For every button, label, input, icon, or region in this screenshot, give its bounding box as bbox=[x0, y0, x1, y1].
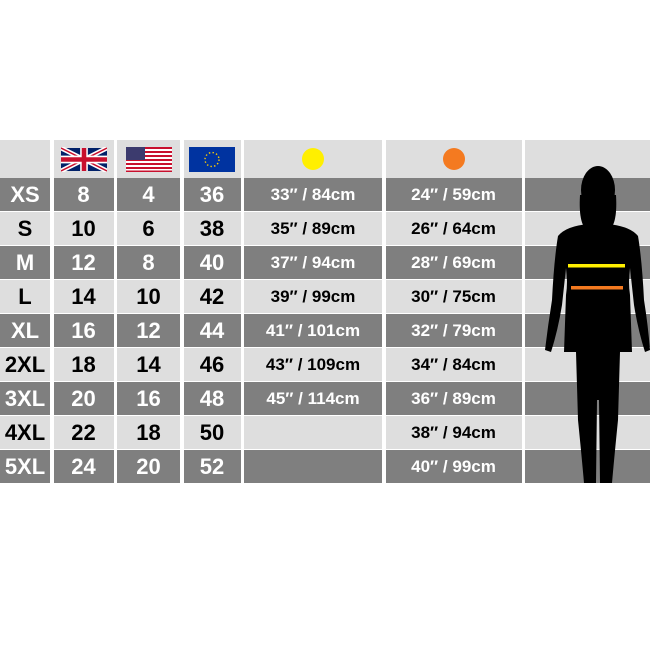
uk-flag-icon bbox=[60, 146, 107, 172]
cell-figure bbox=[525, 416, 650, 449]
cell-figure bbox=[525, 348, 650, 381]
cell-eu: 52 bbox=[183, 450, 241, 483]
cell-waist: 38″ / 94cm bbox=[385, 416, 522, 449]
cell-uk: 18 bbox=[53, 348, 114, 381]
cell-waist: 24″ / 59cm bbox=[385, 178, 522, 211]
cell-eu: 44 bbox=[183, 314, 241, 347]
cell-uk: 10 bbox=[53, 212, 114, 245]
cell-uk: 16 bbox=[53, 314, 114, 347]
cell-eu: 50 bbox=[183, 416, 241, 449]
cell-uk: 22 bbox=[53, 416, 114, 449]
cell-bust bbox=[244, 450, 382, 483]
cell-us: 16 bbox=[117, 382, 180, 415]
cell-size: 2XL bbox=[0, 348, 50, 381]
cell-us: 10 bbox=[117, 280, 180, 313]
cell-bust: 33″ / 84cm bbox=[244, 178, 382, 211]
cell-eu: 36 bbox=[183, 178, 241, 211]
cell-size: 3XL bbox=[0, 382, 50, 415]
cell-us: 12 bbox=[117, 314, 180, 347]
cell-figure bbox=[525, 314, 650, 347]
cell-figure bbox=[525, 178, 650, 211]
cell-figure bbox=[525, 450, 650, 483]
cell-figure bbox=[525, 212, 650, 245]
cell-size: XS bbox=[0, 178, 50, 211]
cell-bust: 39″ / 99cm bbox=[244, 280, 382, 313]
cell-bust: 35″ / 89cm bbox=[244, 212, 382, 245]
cell-size: M bbox=[0, 246, 50, 279]
header-us bbox=[117, 140, 180, 178]
cell-waist: 28″ / 69cm bbox=[385, 246, 522, 279]
cell-figure bbox=[525, 382, 650, 415]
cell-eu: 46 bbox=[183, 348, 241, 381]
waist-marker-icon bbox=[442, 148, 465, 170]
cell-eu: 38 bbox=[183, 212, 241, 245]
cell-uk: 12 bbox=[53, 246, 114, 279]
cell-us: 20 bbox=[117, 450, 180, 483]
cell-waist: 36″ / 89cm bbox=[385, 382, 522, 415]
cell-size: L bbox=[0, 280, 50, 313]
us-flag-icon bbox=[125, 146, 172, 172]
header-uk bbox=[53, 140, 114, 178]
cell-bust: 41″ / 101cm bbox=[244, 314, 382, 347]
cell-eu: 40 bbox=[183, 246, 241, 279]
cell-size: XL bbox=[0, 314, 50, 347]
cell-waist: 34″ / 84cm bbox=[385, 348, 522, 381]
cell-us: 8 bbox=[117, 246, 180, 279]
cell-size: 5XL bbox=[0, 450, 50, 483]
cell-us: 14 bbox=[117, 348, 180, 381]
cell-uk: 20 bbox=[53, 382, 114, 415]
cell-waist: 30″ / 75cm bbox=[385, 280, 522, 313]
cell-waist: 40″ / 99cm bbox=[385, 450, 522, 483]
cell-waist: 26″ / 64cm bbox=[385, 212, 522, 245]
size-chart-table: XS 8 4 36 33″ / 84cm 24″ / 59cm S 10 6 38 35″ / 89… bbox=[0, 140, 650, 484]
cell-us: 4 bbox=[117, 178, 180, 211]
cell-figure bbox=[525, 246, 650, 279]
cell-bust: 45″ / 114cm bbox=[244, 382, 382, 415]
header-size bbox=[0, 140, 50, 178]
cell-figure bbox=[525, 280, 650, 313]
cell-us: 18 bbox=[117, 416, 180, 449]
cell-us: 6 bbox=[117, 212, 180, 245]
cell-waist: 32″ / 79cm bbox=[385, 314, 522, 347]
cell-uk: 14 bbox=[53, 280, 114, 313]
cell-size: S bbox=[0, 212, 50, 245]
header-figure bbox=[525, 140, 650, 178]
eu-flag-icon bbox=[189, 146, 235, 172]
header-bust bbox=[244, 140, 382, 178]
cell-eu: 48 bbox=[183, 382, 241, 415]
cell-bust: 37″ / 94cm bbox=[244, 246, 382, 279]
cell-size: 4XL bbox=[0, 416, 50, 449]
cell-uk: 24 bbox=[53, 450, 114, 483]
cell-bust bbox=[244, 416, 382, 449]
header-waist bbox=[385, 140, 522, 178]
header-eu bbox=[183, 140, 241, 178]
cell-eu: 42 bbox=[183, 280, 241, 313]
bust-marker-icon bbox=[302, 148, 324, 170]
cell-uk: 8 bbox=[53, 178, 114, 211]
cell-bust: 43″ / 109cm bbox=[244, 348, 382, 381]
